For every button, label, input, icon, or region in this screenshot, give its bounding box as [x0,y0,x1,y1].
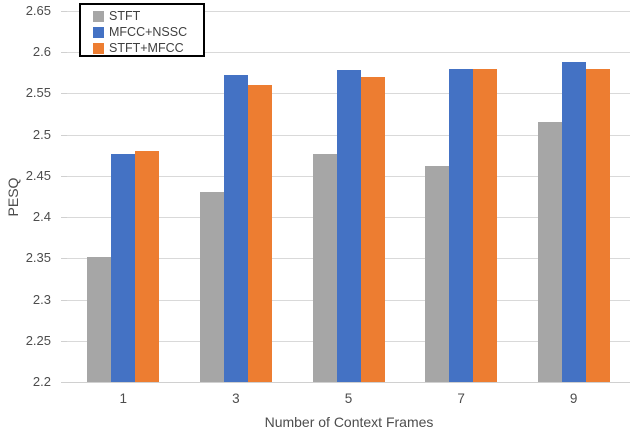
y-tick-mark [61,93,67,94]
x-tick-label: 7 [457,391,465,406]
y-tick-mark [61,52,67,53]
y-tick-mark [61,176,67,177]
y-tick-label: 2.35 [25,250,51,265]
y-tick-label: 2.3 [32,292,51,307]
bar-stft-9 [537,122,562,382]
y-tick-label: 2.6 [32,44,51,59]
legend-entry: STFT+MFCC [93,40,203,56]
bar-stft-mfcc-1 [135,151,160,382]
bar-mfcc-nssc-9 [561,62,586,382]
bar-mfcc-nssc-5 [336,70,361,382]
y-tick-label: 2.55 [25,85,51,100]
y-tick-label: 2.4 [32,209,51,224]
legend-label: STFT+MFCC [109,41,184,55]
legend-entry: MFCC+NSSC [93,24,203,40]
x-tick-label: 5 [344,391,353,406]
x-axis-line [67,382,630,383]
x-tick-label: 3 [232,391,240,406]
bar-mfcc-nssc-3 [223,75,248,382]
bar-mfcc-nssc-1 [111,154,136,382]
y-tick-mark [61,11,67,12]
bar-stft-mfcc-9 [585,68,610,382]
y-tick-mark [61,217,67,218]
legend-marker-mfcc-nssc [93,26,104,38]
legend-marker-stft-mfcc [93,42,104,54]
bar-stft-5 [312,154,337,382]
x-axis-title: Number of Context Frames [264,414,434,430]
bar-stft-7 [425,165,450,382]
y-tick-label: 2.2 [32,374,51,389]
legend-marker-stft [93,10,104,22]
bar-mfcc-nssc-7 [449,68,474,382]
bar-stft-mfcc-5 [360,76,385,382]
y-tick-label: 2.25 [25,333,51,348]
y-tick-mark [61,341,67,342]
y-gridline [67,11,630,12]
y-axis-title: PESQ [5,177,21,217]
y-tick-label: 2.45 [25,168,51,183]
legend-entry: STFT [93,8,203,24]
bar-stft-mfcc-7 [473,68,498,382]
y-tick-label: 2.65 [25,3,51,18]
y-tick-mark [61,135,67,136]
legend-label: MFCC+NSSC [109,25,188,39]
bar-stft-mfcc-3 [247,85,272,382]
y-tick-mark [61,382,67,383]
legend: STFT MFCC+NSSC STFT+MFCC [79,3,205,57]
y-gridline [67,52,630,53]
x-tick-label: 1 [119,391,128,406]
legend-label: STFT [109,9,141,23]
y-tick-mark [61,300,67,301]
bar-stft-1 [87,256,112,382]
y-tick-mark [61,258,67,259]
x-tick-label: 9 [569,391,578,406]
bar-stft-3 [199,192,224,382]
y-tick-label: 2.5 [32,127,51,142]
